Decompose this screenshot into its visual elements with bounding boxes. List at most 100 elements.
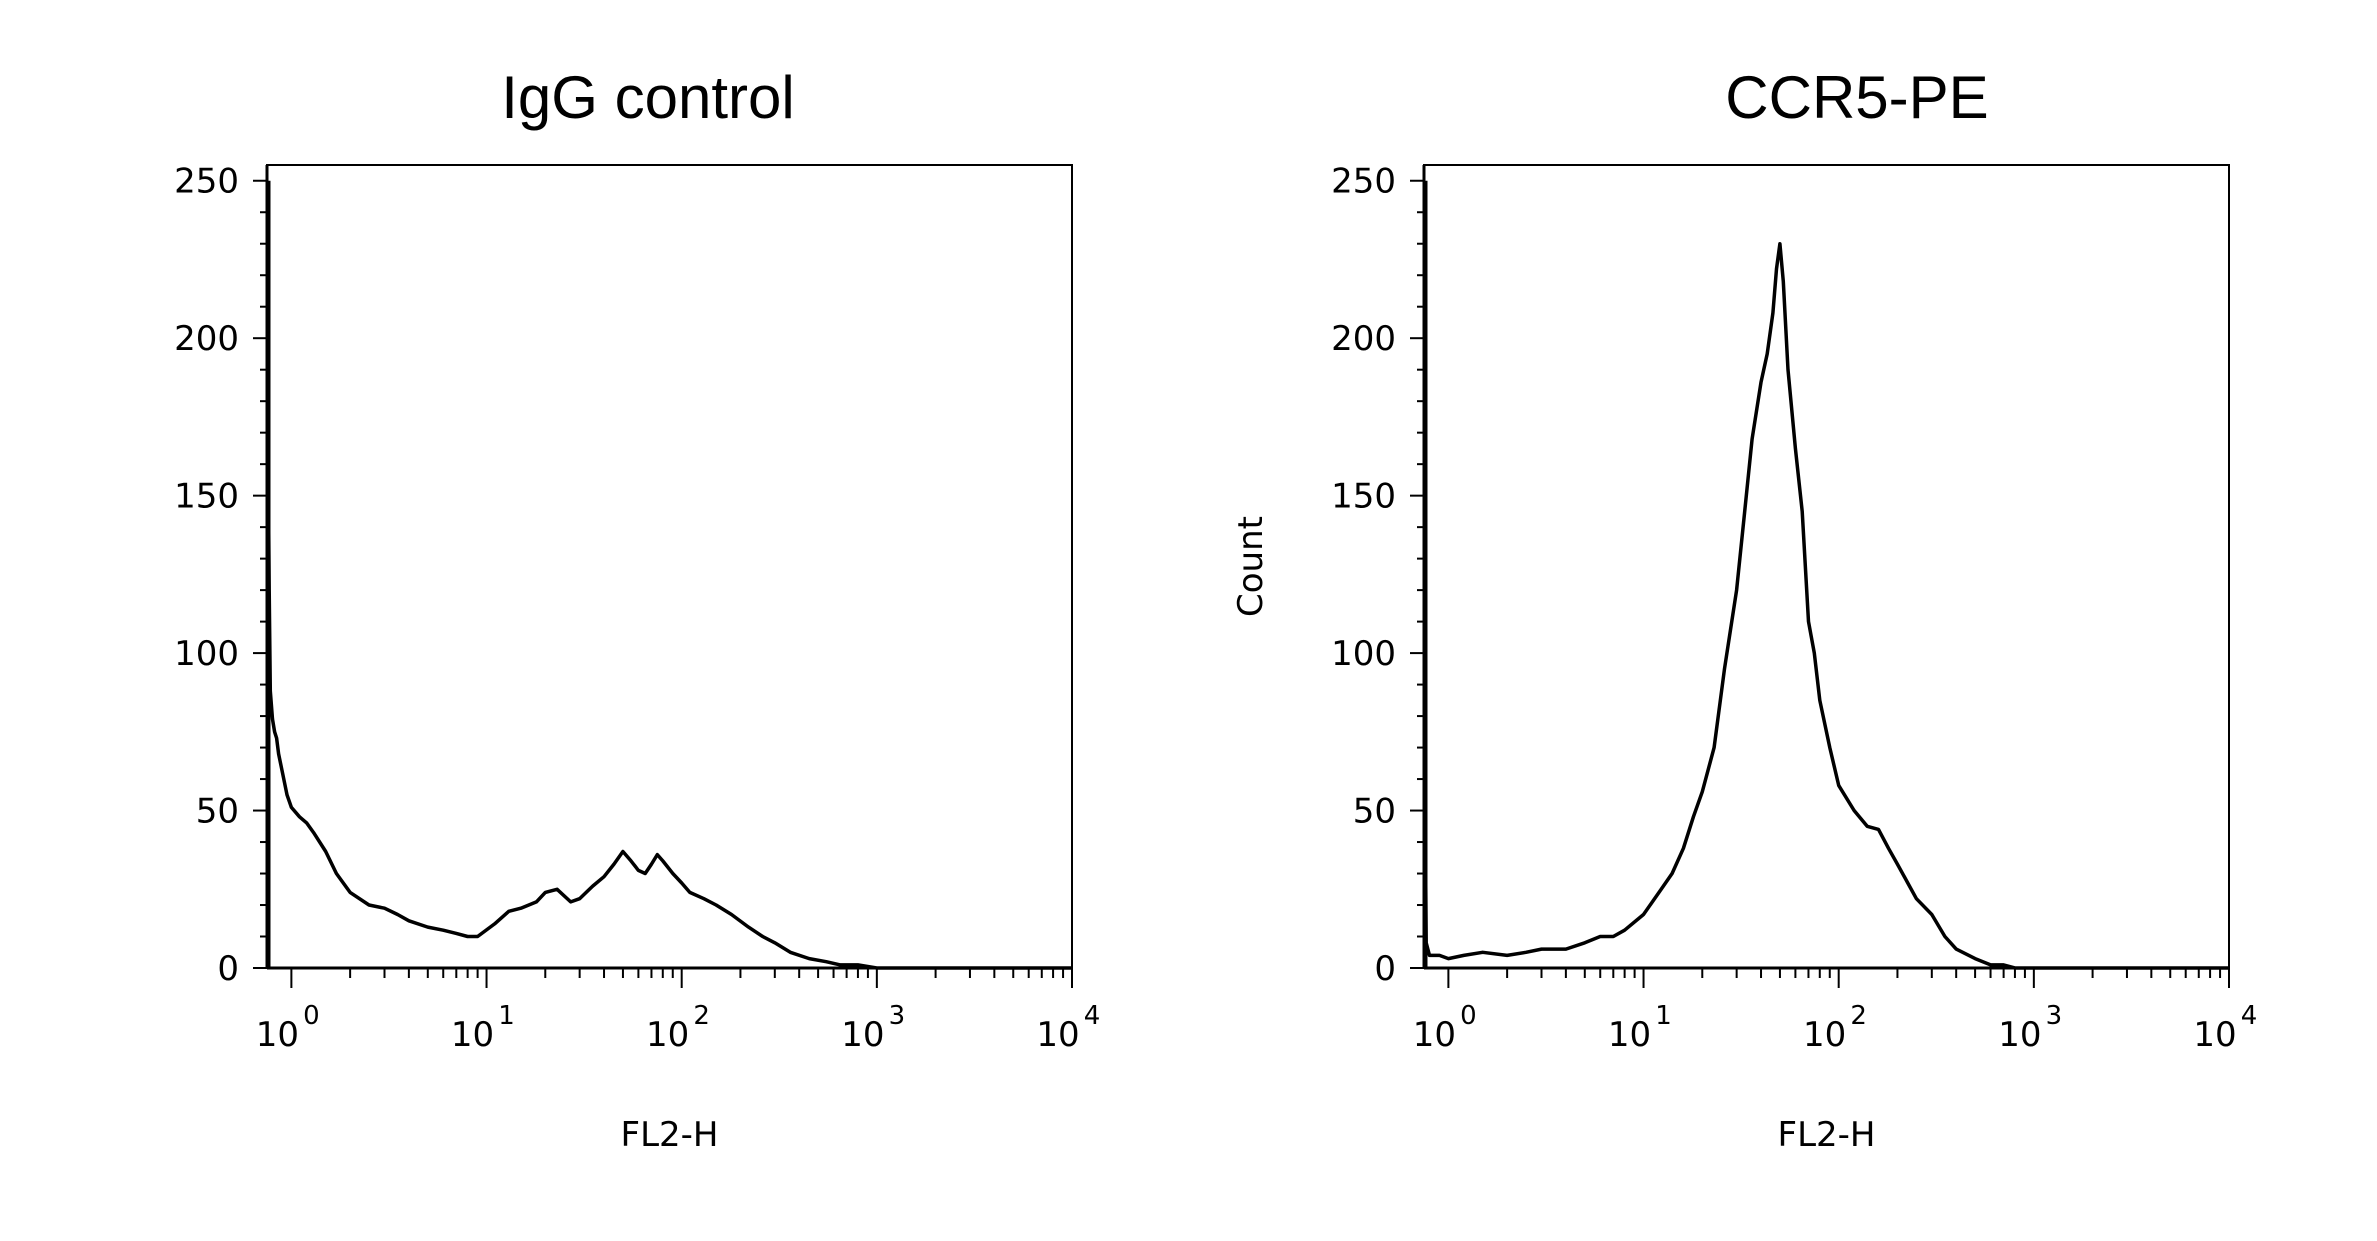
- histogram-point: [1525, 951, 1527, 954]
- histogram-point: [1612, 935, 1615, 938]
- histogram-point: [1743, 510, 1746, 513]
- histogram-point: [876, 967, 878, 969]
- histogram-point: [630, 860, 632, 862]
- y-tick-label: 250: [1331, 162, 1396, 202]
- histogram-point: [1955, 948, 1957, 950]
- histogram-point: [1701, 790, 1704, 793]
- histogram-point: [578, 897, 581, 900]
- histogram-point: [396, 913, 399, 916]
- histogram-line: [1423, 241, 2229, 970]
- histogram-point: [1438, 954, 1441, 957]
- x-tick-label-exponent: 3: [889, 1001, 906, 1031]
- y-tick-label: 150: [174, 477, 239, 517]
- y-tick-label: 100: [1331, 634, 1396, 674]
- x-tick-label-exponent: 1: [1655, 1001, 1672, 1031]
- histogram-point: [408, 920, 410, 922]
- histogram-point: [730, 913, 733, 916]
- histogram-point: [1887, 847, 1890, 850]
- histogram-point: [1682, 847, 1685, 850]
- histogram-point: [1782, 280, 1785, 283]
- histogram-point: [493, 923, 496, 925]
- x-tick-label-base: 10: [646, 1015, 689, 1055]
- histogram-point: [1819, 699, 1821, 702]
- histogram-point: [466, 935, 469, 938]
- x-tick-label-base: 10: [2193, 1015, 2236, 1055]
- histogram-point: [1723, 668, 1726, 670]
- histogram-point: [1944, 935, 1946, 938]
- x-tick-label-exponent: 3: [2046, 1001, 2063, 1031]
- histogram-point: [1896, 863, 1899, 865]
- histogram-point: [1540, 948, 1543, 950]
- x-tick-label-exponent: 1: [498, 1001, 515, 1031]
- histogram-line: [266, 448, 1072, 970]
- histogram-point: [1658, 891, 1660, 894]
- histogram-point: [1012, 967, 1015, 969]
- histogram-point: [277, 753, 280, 755]
- plot-frame: [1423, 164, 2230, 969]
- histogram-point: [383, 907, 386, 909]
- histogram-point: [1766, 353, 1768, 355]
- histogram-point: [1760, 381, 1762, 384]
- histogram-point: [1974, 957, 1976, 960]
- histogram-point: [267, 447, 269, 450]
- y-tick-label: 0: [217, 949, 239, 989]
- histogram-point: [275, 737, 278, 739]
- histogram-point: [1829, 746, 1831, 749]
- histogram-point: [1787, 368, 1789, 371]
- histogram-point: [544, 891, 547, 894]
- histogram-point: [1915, 897, 1918, 900]
- histogram-point: [1794, 447, 1797, 450]
- histogram-point: [324, 850, 327, 853]
- histogram-point: [644, 872, 646, 875]
- histogram-point: [1428, 954, 1431, 957]
- histogram-point: [1775, 268, 1778, 270]
- x-tick-label-exponent: 4: [2241, 1001, 2258, 1031]
- histogram-point: [2014, 967, 2016, 969]
- histogram-point: [290, 806, 293, 809]
- histogram-point: [1071, 967, 1073, 969]
- histogram-point: [2067, 967, 2069, 969]
- histogram-point: [508, 910, 510, 913]
- x-tick-label-base: 10: [1803, 1015, 1846, 1055]
- histogram-point: [1853, 809, 1855, 812]
- histogram-point: [520, 907, 522, 909]
- y-tick-label: 250: [174, 162, 239, 202]
- histogram-point: [2091, 967, 2094, 969]
- histogram-point: [662, 860, 664, 862]
- histogram-point: [1481, 951, 1484, 954]
- histogram-point: [1642, 913, 1645, 916]
- histogram-point: [349, 891, 351, 894]
- y-tick-label: 200: [174, 319, 239, 359]
- histogram-point: [1463, 954, 1465, 957]
- histogram-point: [1772, 312, 1774, 314]
- histogram-point: [1779, 242, 1781, 245]
- y-tick-label: 0: [1374, 949, 1396, 989]
- histogram-point: [569, 901, 572, 903]
- histogram-point: [703, 897, 705, 900]
- y-tick-label: 100: [174, 634, 239, 674]
- histogram-point: [427, 926, 429, 928]
- histogram-point: [603, 875, 605, 878]
- x-tick-label-base: 10: [1608, 1015, 1651, 1055]
- histogram-point: [455, 932, 458, 935]
- histogram-point: [2033, 967, 2035, 969]
- histogram-point: [2228, 967, 2230, 969]
- histogram-point: [298, 816, 301, 818]
- histogram-point: [1623, 929, 1626, 931]
- histogram-point: [1584, 942, 1586, 944]
- histogram-point: [1837, 784, 1840, 787]
- x-tick-label-base: 10: [841, 1015, 884, 1055]
- histogram-point: [934, 967, 937, 969]
- x-tick-label-base: 10: [1413, 1015, 1456, 1055]
- histogram-point: [825, 960, 827, 963]
- histogram-point: [273, 731, 276, 733]
- histogram-point: [857, 964, 859, 966]
- histogram-point: [656, 853, 659, 856]
- histogram-point: [672, 872, 674, 875]
- histogram-point: [622, 850, 624, 853]
- y-tick-label: 50: [1353, 792, 1396, 832]
- histogram-point: [335, 872, 338, 875]
- x-tick-label-exponent: 2: [693, 1001, 710, 1031]
